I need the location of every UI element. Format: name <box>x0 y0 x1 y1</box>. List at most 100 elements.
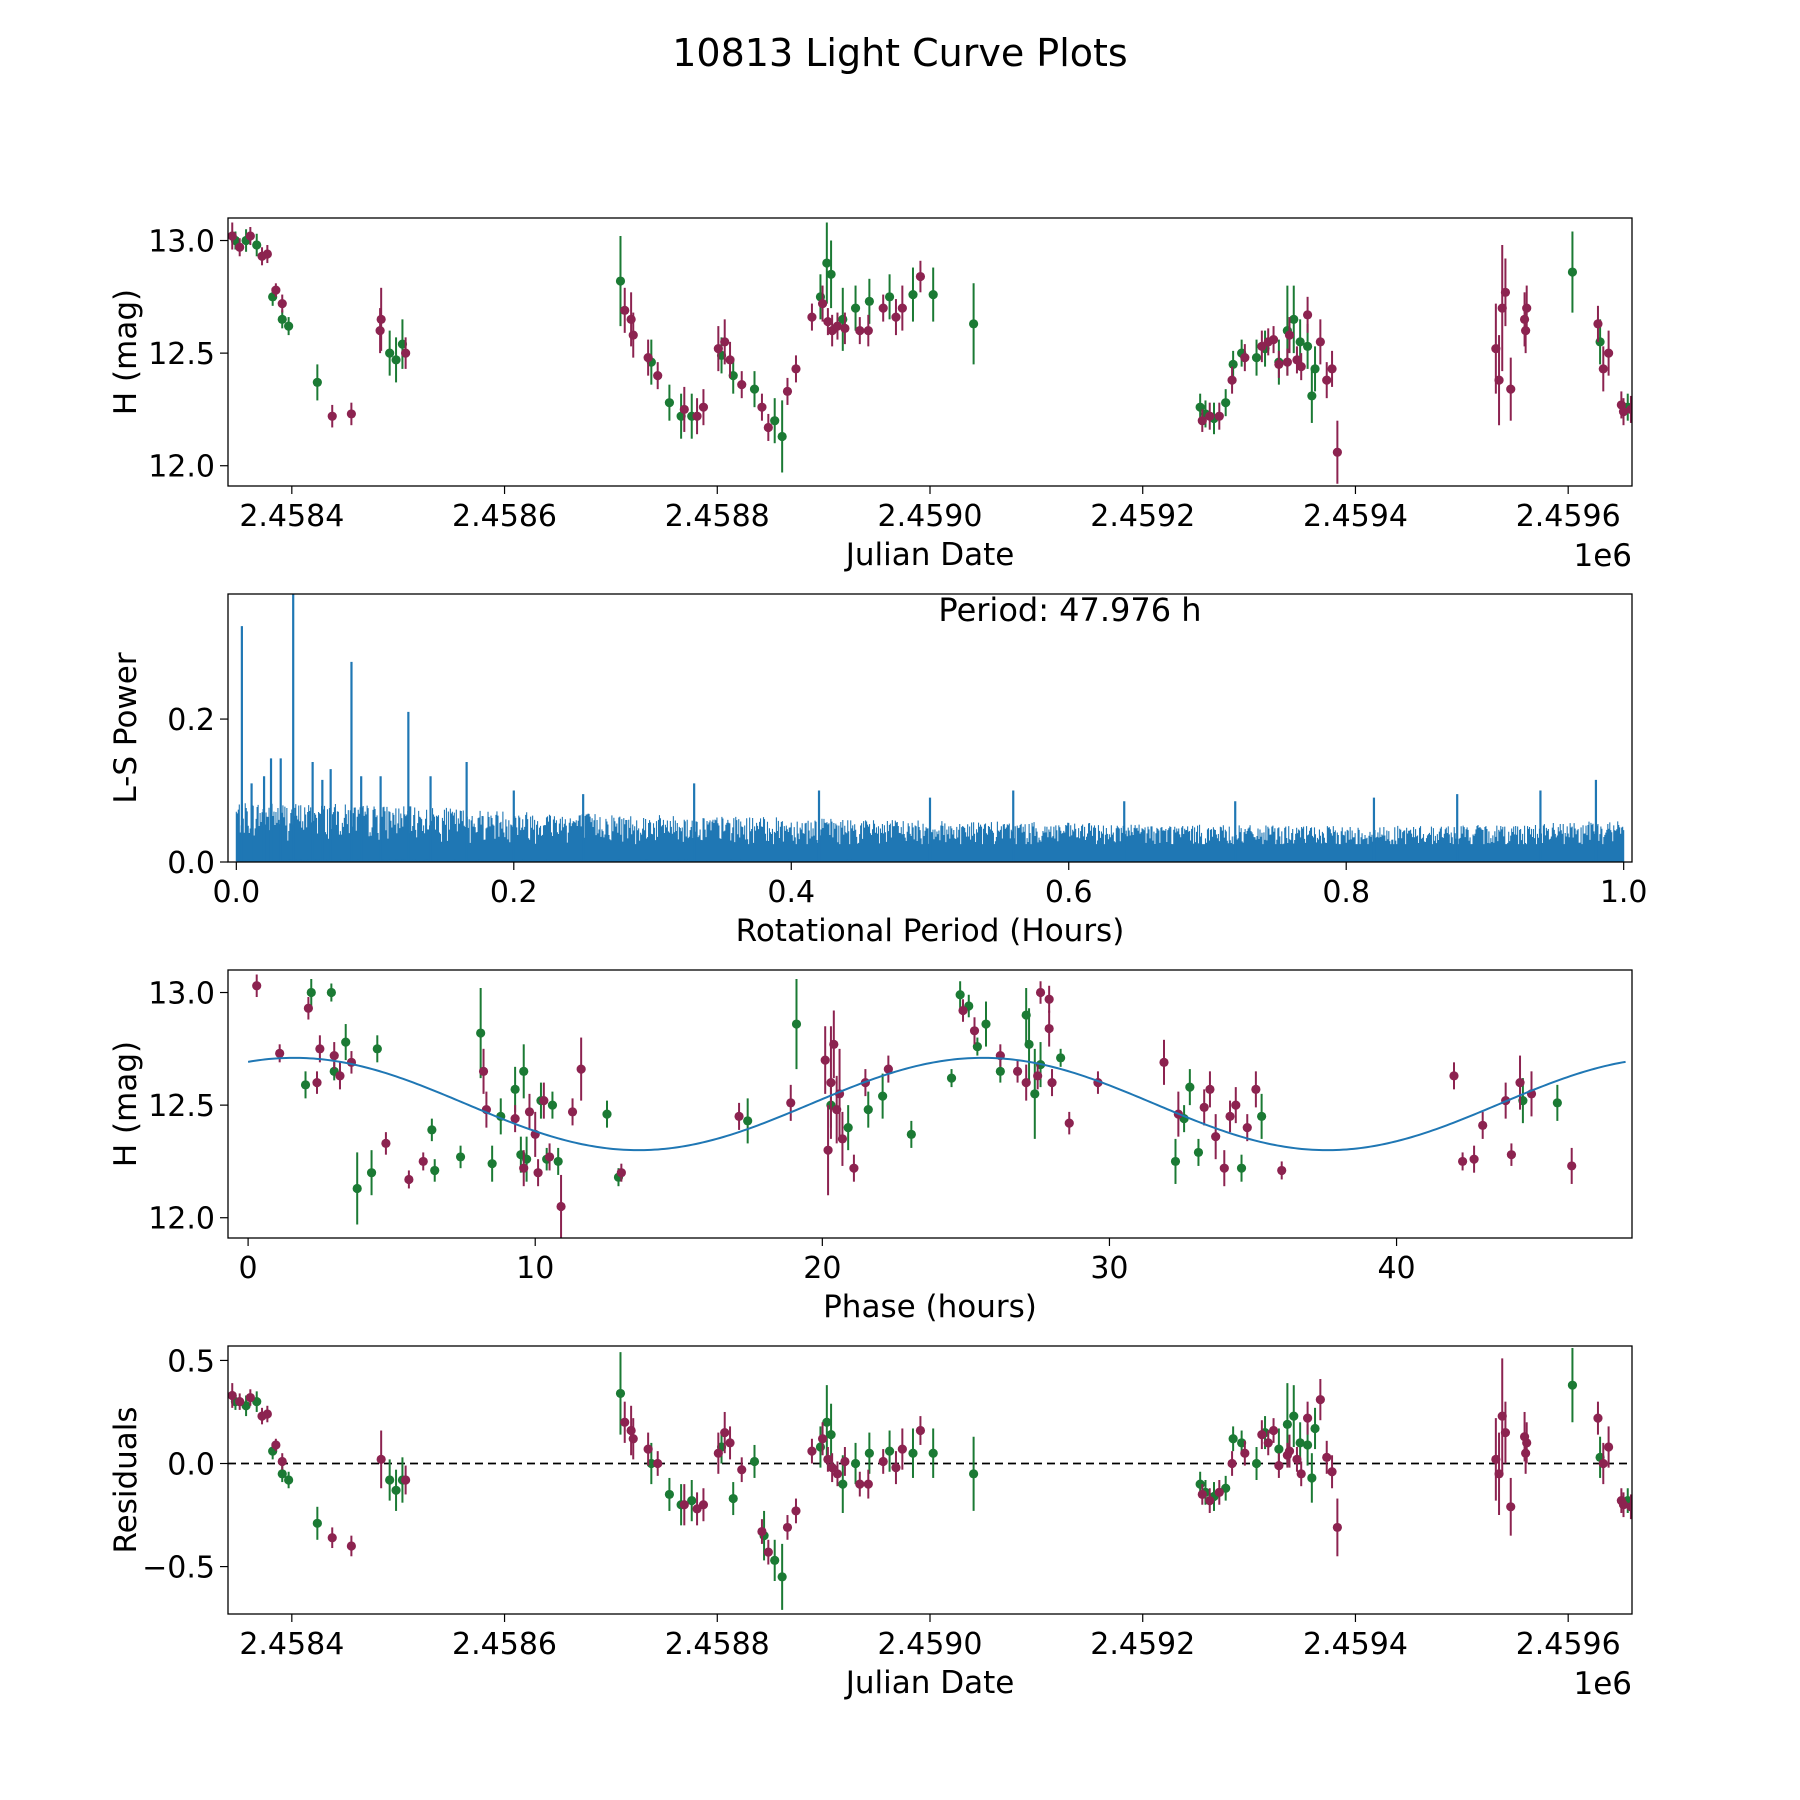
purple-point <box>878 303 888 313</box>
green-point <box>815 1442 826 1452</box>
green-point <box>1221 398 1231 408</box>
purple-point <box>807 312 817 322</box>
x-tick-label: 0.4 <box>767 875 815 910</box>
y-tick-label: −0.5 <box>142 1551 215 1586</box>
purple-point <box>969 1026 980 1036</box>
purple-point <box>1257 1430 1267 1440</box>
purple-point <box>897 1444 907 1454</box>
x-tick-label: 2.4596 <box>1516 1627 1621 1662</box>
purple-point <box>271 1440 281 1450</box>
purple-point <box>698 1500 709 1510</box>
green-point <box>385 1475 395 1485</box>
purple-point <box>1322 375 1332 385</box>
purple-point <box>544 1152 555 1162</box>
purple-point <box>1315 1395 1325 1405</box>
green-point <box>969 319 979 329</box>
green-point <box>391 1485 401 1495</box>
purple-point <box>737 1465 747 1475</box>
green-point <box>455 1152 466 1162</box>
green-point <box>687 1496 697 1506</box>
green-point <box>615 1388 626 1399</box>
purple-point <box>643 353 653 363</box>
purple-point <box>275 1048 285 1058</box>
green-point <box>826 269 836 279</box>
y-tick-label: 0.2 <box>167 703 215 738</box>
green-point <box>306 987 316 998</box>
green-point <box>341 1037 351 1047</box>
green-point <box>1056 1053 1066 1063</box>
purple-point <box>763 1547 773 1557</box>
green-point <box>884 1446 895 1456</box>
purple-point <box>556 1201 566 1212</box>
purple-point <box>757 1526 767 1537</box>
data-layer <box>228 222 1632 484</box>
purple-point <box>1506 1502 1516 1512</box>
purple-point <box>725 1438 735 1448</box>
purple-point <box>1047 1078 1057 1088</box>
purple-point <box>786 1098 796 1108</box>
purple-point <box>277 298 287 309</box>
purple-point <box>1506 1150 1517 1160</box>
green-point <box>770 416 780 426</box>
purple-point <box>1227 1458 1237 1469</box>
green-point <box>728 1493 738 1504</box>
green-point <box>284 321 294 331</box>
purple-point <box>720 1427 730 1438</box>
purple-point <box>335 1071 345 1081</box>
purple-point <box>1296 1469 1306 1479</box>
y-axis-label: H (mag) <box>108 289 144 415</box>
green-point <box>277 1469 287 1479</box>
purple-point <box>228 231 237 241</box>
x-tick-label: 0.0 <box>212 875 260 910</box>
purple-point <box>510 1114 520 1124</box>
green-point <box>615 276 626 286</box>
purple-point <box>725 355 735 365</box>
purple-point <box>791 364 801 374</box>
green-point <box>510 1084 520 1094</box>
purple-point <box>1494 375 1504 385</box>
y-tick-label: 0.0 <box>167 846 215 881</box>
y-tick-label: 13.0 <box>148 225 215 260</box>
purple-point <box>1274 1460 1284 1471</box>
purple-point <box>692 411 702 421</box>
x-tick-label: 2.4584 <box>239 499 344 534</box>
purple-point <box>533 1168 543 1178</box>
green-point <box>1228 1434 1238 1444</box>
axes-frame <box>227 217 1633 487</box>
purple-point <box>855 326 865 336</box>
x-tick-label: 20 <box>803 1251 841 1286</box>
green-point <box>770 1555 780 1565</box>
x-tick-label: 40 <box>1377 1251 1415 1286</box>
purple-point <box>1296 362 1306 372</box>
x-tick-label: 2.4590 <box>878 1627 983 1662</box>
y-axis-label: Residuals <box>108 1406 144 1553</box>
green-point <box>427 1125 437 1135</box>
purple-point <box>863 1479 873 1489</box>
x-tick-label: 2.4594 <box>1303 1627 1408 1662</box>
purple-point <box>791 1506 801 1516</box>
purple-point <box>1469 1154 1479 1164</box>
purple-point <box>616 1168 626 1178</box>
x-tick-label: 10 <box>516 1251 554 1286</box>
green-point <box>1251 1458 1262 1469</box>
green-point <box>1236 1163 1247 1173</box>
green-point <box>1310 1423 1320 1434</box>
green-point <box>1257 1111 1267 1121</box>
green-point <box>908 1448 918 1458</box>
purple-point <box>1240 353 1250 363</box>
purple-point <box>840 1456 850 1467</box>
green-point <box>969 1469 979 1479</box>
purple-point <box>329 1050 339 1061</box>
purple-point <box>720 337 730 347</box>
purple-point <box>863 326 873 336</box>
y-tick-label: 0.5 <box>167 1344 215 1379</box>
purple-point <box>277 1456 287 1467</box>
purple-point <box>1268 335 1279 345</box>
purple-point <box>823 1145 833 1155</box>
purple-point <box>1035 987 1046 998</box>
green-point <box>791 1019 802 1029</box>
green-point <box>878 1091 888 1101</box>
x-tick-label: 30 <box>1090 1251 1128 1286</box>
green-point <box>1295 1438 1305 1448</box>
